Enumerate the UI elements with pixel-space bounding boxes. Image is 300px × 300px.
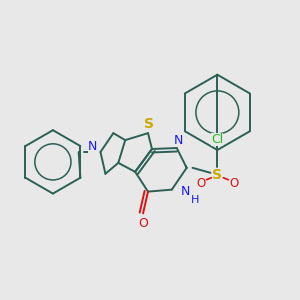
Text: O: O <box>138 217 148 230</box>
Text: S: S <box>144 117 154 131</box>
Text: O: O <box>196 177 205 190</box>
Text: S: S <box>212 168 222 182</box>
Text: H: H <box>190 194 199 205</box>
Text: N: N <box>174 134 183 147</box>
Text: N: N <box>88 140 97 152</box>
Text: O: O <box>230 177 239 190</box>
Text: Cl: Cl <box>211 133 224 146</box>
Text: N: N <box>181 185 190 198</box>
